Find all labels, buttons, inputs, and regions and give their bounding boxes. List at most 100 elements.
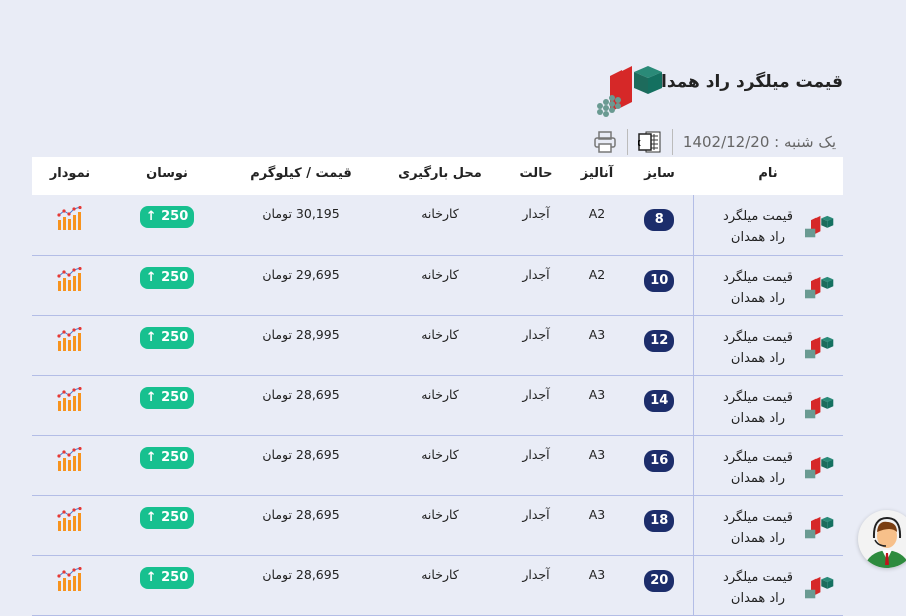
cell-location: کارخانه: [376, 555, 504, 616]
print-icon[interactable]: [593, 130, 617, 154]
table-row: قیمت میلگرد راد همدان 10 A2 آجدار کارخان…: [32, 255, 843, 316]
header-analysis: آنالیز: [580, 166, 614, 181]
chart-icon[interactable]: [57, 266, 83, 291]
chart-icon[interactable]: [57, 506, 83, 531]
header-chart: نمودار: [49, 166, 91, 181]
table-row: قیمت میلگرد راد همدان 12 A3 آجدار کارخان…: [32, 315, 843, 376]
cell-change: 250 ↑: [108, 435, 226, 496]
chart-icon[interactable]: [57, 446, 83, 471]
rebar-product-icon: [805, 456, 834, 478]
cell-analysis: A3: [568, 375, 626, 436]
cell-chart[interactable]: [32, 195, 108, 256]
cell-analysis: A2: [568, 195, 626, 256]
cell-size: 20: [626, 555, 693, 616]
chart-icon[interactable]: [57, 386, 83, 411]
header-price: قیمت / کیلوگرم: [250, 166, 352, 181]
cell-size: 16: [626, 435, 693, 496]
size-badge: 16: [644, 449, 675, 472]
cell-size: 14: [626, 375, 693, 436]
change-badge: 250 ↑: [140, 386, 194, 409]
header-name: نام: [758, 166, 778, 181]
cell-state: آجدار: [504, 315, 568, 376]
support-agent-icon: [864, 516, 906, 568]
svg-text:x: x: [638, 136, 641, 149]
cell-chart[interactable]: [32, 435, 108, 496]
cell-chart[interactable]: [32, 555, 108, 616]
header-location: محل بارگیری: [398, 166, 482, 181]
cell-size: 12: [626, 315, 693, 376]
cell-chart[interactable]: [32, 495, 108, 556]
cell-analysis: A2: [568, 255, 626, 316]
chart-icon[interactable]: [57, 326, 83, 351]
cell-analysis: A3: [568, 495, 626, 556]
cell-location: کارخانه: [376, 375, 504, 436]
rebar-product-icon: [805, 396, 834, 418]
cell-change: 250 ↑: [108, 255, 226, 316]
rebar-product-icon: [805, 576, 834, 598]
excel-icon[interactable]: x: [638, 130, 662, 154]
cell-location: کارخانه: [376, 495, 504, 556]
cell-analysis: A3: [568, 435, 626, 496]
change-badge: 250 ↑: [140, 506, 194, 529]
cell-name[interactable]: قیمت میلگرد راد همدان: [692, 375, 843, 436]
cell-price: 28,695 تومان: [226, 555, 376, 616]
cell-state: آجدار: [504, 495, 568, 556]
cell-chart[interactable]: [32, 375, 108, 436]
cell-change: 250 ↑: [108, 375, 226, 436]
rebar-product-icon: [805, 276, 834, 298]
cell-state: آجدار: [504, 375, 568, 436]
chart-icon[interactable]: [57, 566, 83, 591]
cell-location: کارخانه: [376, 435, 504, 496]
cell-change: 250 ↑: [108, 555, 226, 616]
divider: [671, 129, 673, 155]
cell-price: 28,695 تومان: [226, 375, 376, 436]
cell-price: 29,695 تومان: [226, 255, 376, 316]
cell-size: 10: [626, 255, 693, 316]
cell-change: 250 ↑: [108, 495, 226, 556]
table-row: قیمت میلگرد راد همدان 8 A2 آجدار کارخانه…: [32, 195, 843, 256]
cell-change: 250 ↑: [108, 195, 226, 256]
rebar-logo: [597, 66, 662, 117]
rebar-product-icon: [805, 336, 834, 358]
header-state: حالت: [519, 166, 553, 181]
divider: [626, 129, 628, 155]
rebar-product-icon: [805, 516, 834, 538]
size-badge: 8: [644, 209, 675, 231]
rebar-product-icon: [805, 215, 834, 238]
support-avatar-button[interactable]: [858, 510, 906, 568]
cell-chart[interactable]: [32, 315, 108, 376]
page-title: قیمت میلگرد راد همدان: [646, 72, 844, 92]
table-row: قیمت میلگرد راد همدان 16 A3 آجدار کارخان…: [32, 435, 843, 496]
size-badge: 18: [644, 509, 675, 532]
cell-location: کارخانه: [376, 315, 504, 376]
change-badge: 250 ↑: [140, 266, 194, 289]
cell-state: آجدار: [504, 195, 568, 256]
cell-size: 8: [626, 195, 693, 256]
cell-analysis: A3: [568, 555, 626, 616]
cell-price: 28,995 تومان: [226, 315, 376, 376]
cell-location: کارخانه: [376, 195, 504, 256]
cell-analysis: A3: [568, 315, 626, 376]
chart-icon[interactable]: [57, 206, 83, 230]
change-badge: 250 ↑: [140, 206, 194, 228]
table-row: قیمت میلگرد راد همدان 20 A3 آجدار کارخان…: [32, 555, 843, 616]
cell-size: 18: [626, 495, 693, 556]
size-badge: 12: [644, 329, 675, 352]
table-row: قیمت میلگرد راد همدان 14 A3 آجدار کارخان…: [32, 375, 843, 436]
cell-chart[interactable]: [32, 255, 108, 316]
cell-change: 250 ↑: [108, 315, 226, 376]
cell-name[interactable]: قیمت میلگرد راد همدان: [692, 315, 843, 376]
change-badge: 250 ↑: [140, 446, 194, 469]
size-badge: 10: [644, 269, 675, 292]
cell-name[interactable]: قیمت میلگرد راد همدان: [692, 255, 843, 316]
cell-name[interactable]: قیمت میلگرد راد همدان: [692, 435, 843, 496]
cell-name[interactable]: قیمت میلگرد راد همدان: [692, 195, 843, 256]
cell-state: آجدار: [504, 555, 568, 616]
cell-location: کارخانه: [376, 255, 504, 316]
price-table: نام سایز آنالیز حالت محل بارگیری قیمت / …: [32, 157, 843, 616]
cell-name[interactable]: قیمت میلگرد راد همدان: [692, 555, 843, 616]
cell-state: آجدار: [504, 255, 568, 316]
size-badge: 14: [644, 389, 675, 412]
size-badge: 20: [644, 569, 675, 592]
cell-name[interactable]: قیمت میلگرد راد همدان: [692, 495, 843, 556]
